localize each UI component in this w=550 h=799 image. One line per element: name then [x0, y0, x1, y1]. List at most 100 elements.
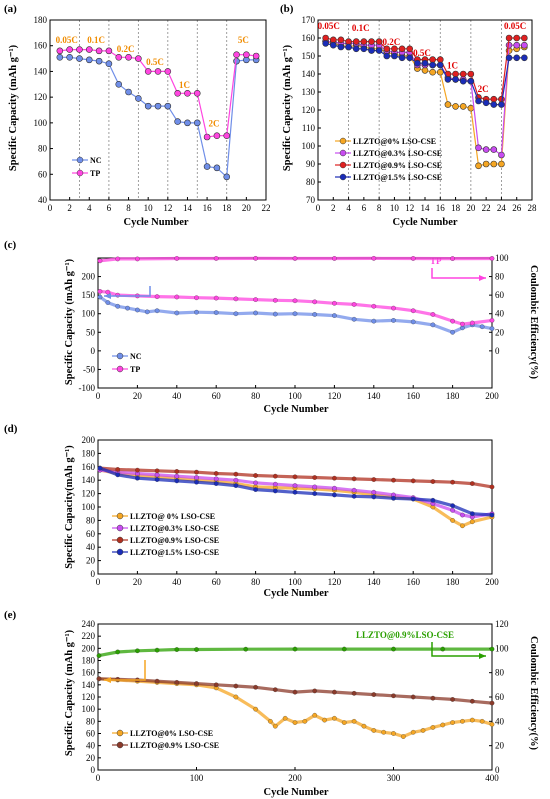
panel-d-plot: 0 20 40 60 80 100 120 140 160 180 200 0 20 40 60 80 100 1…	[82, 435, 500, 587]
y-tick-label: 200	[82, 435, 96, 445]
legend-a-nc-marker	[76, 156, 84, 164]
data-point	[56, 53, 64, 61]
x-tick-label: 0	[96, 773, 101, 783]
series-line	[99, 256, 493, 263]
series-nc	[56, 53, 260, 181]
legend-c-nc-marker	[116, 352, 124, 360]
panel-d-legend-09: LLZTO@0.9% LSO-CSE	[130, 536, 219, 545]
data-point	[351, 718, 357, 724]
data-point	[164, 68, 172, 75]
rate-label: 1C	[447, 61, 458, 71]
data-point	[174, 478, 180, 484]
data-point	[436, 56, 444, 63]
data-point	[115, 256, 121, 262]
x-tick-label: 16	[436, 203, 446, 213]
data-point	[115, 53, 123, 61]
data-point	[115, 467, 121, 472]
data-point	[351, 302, 357, 307]
data-point	[292, 474, 298, 480]
data-point	[329, 41, 337, 49]
data-point	[213, 132, 221, 140]
data-point	[490, 146, 498, 153]
data-point	[513, 34, 521, 42]
y-tick-label: 140	[302, 69, 316, 79]
y-tick-label: -100	[79, 383, 96, 393]
rate-label: 0.05C	[56, 35, 78, 45]
data-point	[213, 295, 219, 301]
data-point	[115, 303, 121, 309]
data-point	[489, 256, 495, 261]
data-point	[513, 41, 521, 49]
data-point	[410, 308, 416, 314]
y-tick-label: 80	[306, 177, 316, 187]
data-point	[174, 118, 181, 125]
data-point	[272, 481, 278, 487]
data-point	[135, 648, 140, 654]
series-llzto-0-9-lso-cse	[322, 34, 528, 103]
data-point	[345, 43, 352, 51]
legend-c-tp-marker	[116, 365, 124, 373]
data-point	[521, 41, 528, 49]
data-point	[144, 102, 152, 110]
data-point	[341, 646, 347, 652]
x-tick-label: 0	[96, 577, 101, 587]
x-tick-label: 400	[485, 773, 499, 783]
data-point	[272, 687, 278, 693]
panel-e-annotation: LLZTO@0.9%LSO-CSE	[356, 630, 454, 640]
data-point	[125, 305, 130, 311]
x-tick-label: 2	[67, 203, 72, 213]
y-tick-label: 200	[82, 643, 96, 653]
data-point	[329, 36, 337, 44]
x-tick-label: 10	[390, 203, 400, 213]
y-tick-label: 160	[82, 668, 96, 678]
x-tick-label: 160	[406, 577, 420, 587]
panel-c-annotation: TP	[430, 256, 442, 266]
data-point	[174, 294, 180, 300]
panel-e-y2label: Coulombic Efficiency(%)	[528, 636, 539, 751]
y-tick-label: 80	[38, 144, 48, 154]
x-tick-label: 14	[183, 203, 193, 213]
data-point	[272, 297, 278, 303]
data-point	[194, 681, 199, 686]
data-point	[341, 720, 347, 725]
panel-b-plot: 0 2 4 6 8 10 12 14 16 18 20 22 24 26 28708090100110120…	[302, 15, 538, 213]
data-point	[292, 489, 298, 495]
data-point	[144, 309, 150, 315]
data-point	[337, 43, 345, 51]
data-point	[490, 101, 498, 108]
panel-e-xlabel: Cycle Number	[263, 787, 328, 798]
panel-c-xlabel: Cycle Number	[263, 404, 328, 415]
data-point	[174, 89, 181, 97]
y-tick-label: 20	[86, 753, 96, 763]
data-point	[154, 102, 162, 110]
rate-label: 5C	[238, 35, 249, 45]
data-point	[460, 321, 465, 327]
panel-c-label: (c)	[4, 239, 17, 251]
data-point	[268, 718, 273, 724]
data-point	[253, 473, 258, 478]
data-point	[292, 646, 298, 652]
data-point	[410, 694, 416, 700]
y-tick-label: 170	[302, 15, 316, 25]
data-point	[154, 477, 160, 482]
x-tick-label: 300	[387, 773, 401, 783]
data-point	[233, 296, 239, 302]
panel-c-ylabel: Specific Capacity (mAh g⁻¹)	[64, 258, 75, 385]
data-point	[475, 144, 482, 152]
data-point	[391, 693, 396, 699]
y-tick-label: 50	[86, 327, 96, 337]
data-point	[135, 307, 140, 313]
data-point	[96, 676, 102, 682]
y2-tick-label: 40	[495, 716, 505, 726]
data-point	[351, 690, 357, 696]
x-tick-label: 12	[405, 203, 414, 213]
data-point	[322, 34, 329, 42]
y2-tick-label: 100	[495, 253, 509, 263]
data-point	[469, 511, 475, 517]
x-tick-label: 24	[497, 203, 507, 213]
data-point	[505, 34, 513, 42]
data-point	[450, 503, 455, 509]
data-point	[489, 484, 495, 490]
legend-d-3-marker	[116, 548, 124, 556]
